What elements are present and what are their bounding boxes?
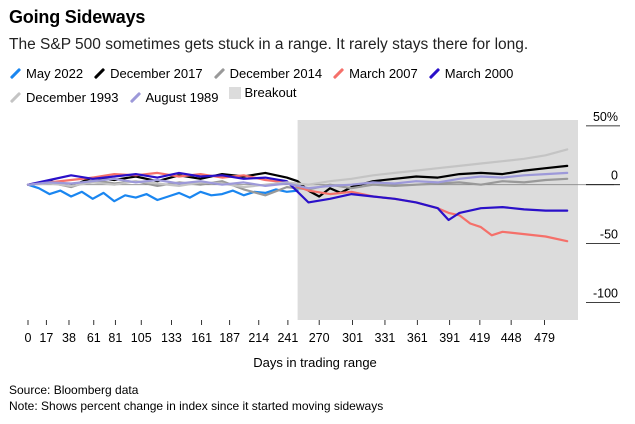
- legend-swatch: [228, 86, 241, 99]
- x-tick-label: 419: [469, 331, 490, 345]
- legend-item: December 1993: [9, 88, 119, 107]
- series-line: [26, 171, 569, 222]
- x-tick-label: 17: [39, 331, 53, 345]
- legend-label: Breakout: [244, 85, 297, 100]
- y-tick-label: -100: [593, 286, 618, 300]
- x-tick-label: 361: [407, 331, 428, 345]
- chart-subtitle: The S&P 500 sometimes gets stuck in a ra…: [9, 36, 529, 53]
- chart-title: Going Sideways: [9, 7, 146, 27]
- x-tick-label: 331: [375, 331, 396, 345]
- x-tick-label: 81: [108, 331, 122, 345]
- note-text: Note: Shows percent change in index sinc…: [9, 399, 384, 413]
- legend-label: May 2022: [26, 66, 84, 81]
- x-tick-label: 479: [534, 331, 555, 345]
- x-tick-label: 448: [501, 331, 522, 345]
- legend-label: December 2017: [110, 66, 203, 81]
- legend-label: December 2014: [229, 66, 323, 81]
- x-tick-label: 214: [248, 331, 269, 345]
- x-tick-label: 391: [439, 331, 460, 345]
- legend-item: August 1989: [129, 88, 219, 107]
- x-tick-label: 270: [309, 331, 330, 345]
- legend-item-breakout: Breakout: [228, 83, 297, 102]
- x-tick-label: 38: [62, 331, 76, 345]
- x-tick-label: 187: [219, 331, 240, 345]
- series-line: [26, 148, 569, 189]
- legend-item: December 2014: [213, 64, 323, 83]
- x-tick-label: 133: [161, 331, 182, 345]
- series-line: [26, 171, 569, 190]
- legend-item: December 2017: [93, 64, 203, 83]
- legend-label: March 2000: [444, 66, 514, 81]
- x-tick-label: 61: [87, 331, 101, 345]
- x-tick-label: 241: [277, 331, 298, 345]
- y-tick-label: 50%: [593, 110, 618, 124]
- legend: May 2022 December 2017 December 2014 March …: [9, 61, 629, 107]
- x-tick-label: 105: [131, 331, 152, 345]
- legend-label: March 2007: [349, 66, 418, 81]
- legend-item: March 2000: [428, 64, 514, 83]
- x-axis-label: Days in trading range: [253, 355, 377, 370]
- y-tick-label: 0: [611, 169, 618, 183]
- source-text: Source: Bloomberg data: [9, 383, 139, 397]
- legend-item: May 2022: [9, 64, 83, 83]
- legend-label: August 1989: [145, 89, 219, 105]
- x-tick-label: 161: [191, 331, 212, 345]
- source-notes: Source: Bloomberg data Note: Shows perce…: [9, 382, 383, 414]
- x-tick-label: 301: [342, 331, 363, 345]
- legend-item: March 2007: [332, 64, 418, 83]
- breakout-region: [297, 120, 578, 320]
- legend-label: December 1993: [26, 89, 119, 105]
- y-tick-label: -50: [600, 228, 618, 242]
- x-tick-label: 0: [25, 331, 32, 345]
